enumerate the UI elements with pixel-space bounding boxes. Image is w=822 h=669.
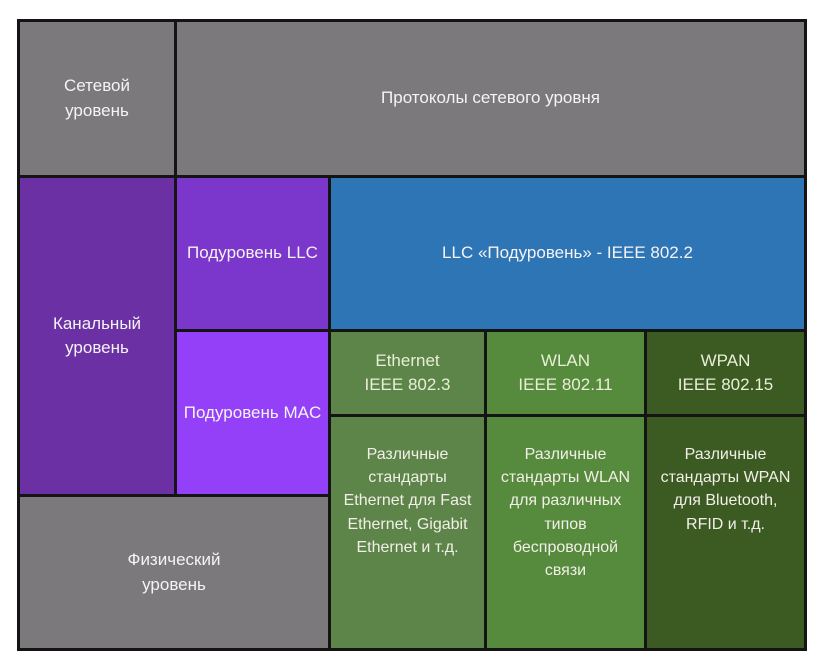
- cell-ethernet-standards-description: Различные стандарты Ethernet для Fast Et…: [331, 417, 484, 648]
- cell-llc-ieee-802-2: LLC «Подуровень» - IEEE 802.2: [331, 178, 804, 329]
- cell-physical-layer: Физический уровень: [20, 497, 328, 648]
- cell-mac-sublayer: Подуровень MAC: [177, 332, 328, 494]
- cell-wlan-standards-description: Различные стандарты WLAN для различных т…: [487, 417, 644, 648]
- cell-wlan-ieee-802-11: WLAN IEEE 802.11: [487, 332, 644, 414]
- cell-datalink-layer: Канальный уровень: [20, 178, 174, 494]
- cell-ethernet-ieee-802-3: Ethernet IEEE 802.3: [331, 332, 484, 414]
- cell-llc-sublayer: Подуровень LLC: [177, 178, 328, 329]
- cell-network-protocols: Протоколы сетевого уровня: [177, 22, 804, 175]
- diagram-grid: Сетевой уровень Протоколы сетевого уровн…: [17, 19, 807, 651]
- cell-wpan-ieee-802-15: WPAN IEEE 802.15: [647, 332, 804, 414]
- cell-network-layer: Сетевой уровень: [20, 22, 174, 175]
- cell-wpan-standards-description: Различные стандарты WPAN для Bluetooth, …: [647, 417, 804, 648]
